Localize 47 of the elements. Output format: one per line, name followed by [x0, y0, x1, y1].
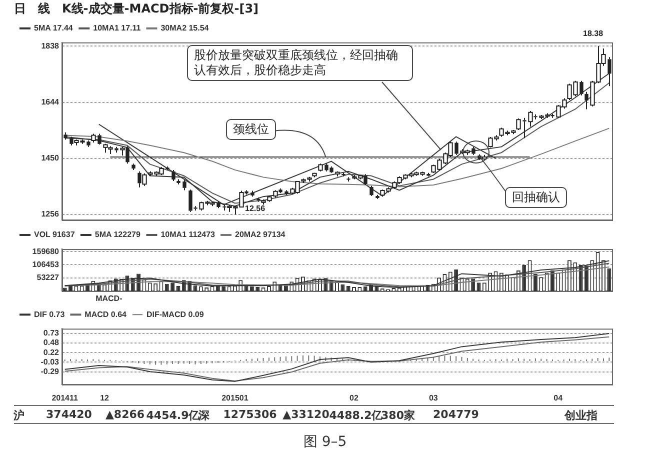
legend-label: DIF 0.73: [34, 310, 66, 319]
legend-label: MACD 0.64: [84, 310, 128, 319]
y-tick-label: 1450: [41, 154, 60, 163]
text: 创业指: [564, 408, 598, 423]
y-tick-label: 159680: [32, 246, 60, 256]
y-tick-label: 106453: [32, 260, 60, 269]
y-tick-label: -0.03: [40, 357, 60, 366]
text: 374420: [46, 408, 92, 421]
y-tick-label: 53227: [36, 273, 60, 282]
y-tick-label: 1256: [41, 210, 60, 219]
text: ▲33120: [282, 408, 330, 421]
legend-label: 10MA1 17.11: [93, 24, 142, 33]
legend-label: 5MA 17.44: [34, 24, 74, 33]
annotation: 股价放量突破双重底颈线位，经回抽确认有效后，股价稳步走高: [187, 45, 413, 81]
y-tick-label: 0.22: [43, 348, 60, 357]
text: 204779: [433, 408, 479, 421]
text: 18.38: [583, 29, 604, 38]
legend-label: 5MA 122279: [94, 230, 141, 240]
legend-title: MACD-: [96, 294, 123, 304]
chart-title: 日 线 K线-成交量-MACD指标-前复权-[3]: [14, 1, 259, 16]
y-tick-label: 0.48: [43, 338, 60, 348]
annotation: 12.56: [245, 204, 266, 213]
text: 1275306: [223, 408, 277, 421]
y-tick-label: 1644: [41, 97, 60, 106]
legend-label: 20MA2 97134: [234, 230, 286, 240]
legend-label: 30MA2 15.54: [160, 24, 210, 33]
legend-label: 10MA1 112473: [160, 230, 216, 240]
text: 深: [198, 408, 210, 423]
legend-label: VOL 91637: [34, 230, 76, 240]
y-tick-label: 0.73: [43, 328, 60, 338]
y-tick-label: -0.29: [40, 367, 60, 376]
text: 4488.2亿: [329, 408, 383, 423]
text: 380家: [381, 408, 415, 423]
x-tick-label: 04: [554, 393, 564, 402]
text: 4454.9亿: [146, 408, 200, 423]
x-tick-label: 03: [428, 393, 438, 402]
x-tick-label: 201501: [222, 393, 249, 402]
x-tick-label: 12: [100, 393, 110, 402]
text: 沪: [14, 408, 24, 423]
annotation: 颈线位: [226, 119, 276, 140]
legend-label: DIF-MACD 0.09: [146, 310, 204, 319]
y-tick-label: 1838: [41, 41, 60, 50]
x-tick-label: 02: [350, 393, 360, 402]
x-tick-label: 201411: [52, 393, 79, 402]
caption: 图 9–5: [303, 433, 347, 451]
text: ▲8266: [105, 408, 145, 421]
annotation: 回抽确认: [505, 187, 567, 208]
